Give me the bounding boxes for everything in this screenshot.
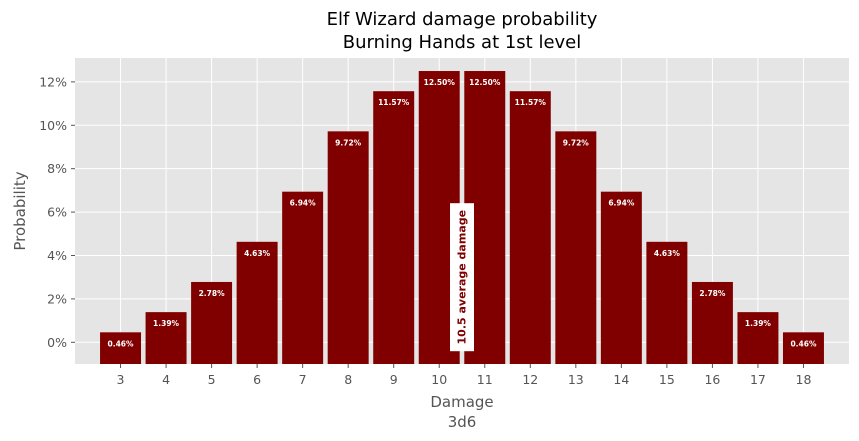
y-axis-ticks: 0% 2% 4% 6% 8% 10% 12% (39, 74, 75, 350)
bar (646, 241, 688, 364)
bar-value-label: 9.72% (563, 138, 590, 147)
bar-value-label: 12.50% (424, 78, 456, 87)
x-axis-label: Damage (430, 393, 493, 411)
x-tick-label: 4 (162, 372, 170, 387)
bar (509, 91, 551, 364)
bar-value-label: 4.63% (244, 249, 271, 258)
bar-value-label: 11.57% (515, 98, 547, 107)
mean-label: 10.5 average damage (456, 210, 469, 345)
mean-annotation: 10.5 average damage (450, 203, 474, 352)
bar (327, 131, 369, 364)
y-axis-label: Probability (11, 171, 29, 250)
y-tick-label: 12% (39, 74, 67, 89)
bar-value-label: 12.50% (469, 78, 501, 87)
x-tick-label: 17 (750, 372, 766, 387)
x-tick-label: 13 (568, 372, 584, 387)
x-tick-label: 5 (208, 372, 216, 387)
y-tick-label: 6% (47, 205, 67, 220)
bar-value-label: 6.94% (290, 199, 317, 208)
y-tick-label: 4% (47, 248, 67, 263)
x-tick-label: 16 (704, 372, 720, 387)
bar (191, 281, 233, 364)
bar (145, 312, 187, 364)
x-axis-ticks: 3 4 5 6 7 8 9 10 11 12 13 14 15 16 17 18 (117, 364, 812, 387)
x-axis-sublabel: 3d6 (448, 413, 477, 431)
chart-title: Elf Wizard damage probability (327, 9, 598, 30)
x-tick-label: 14 (613, 372, 629, 387)
x-tick-label: 9 (390, 372, 398, 387)
bar (282, 191, 324, 364)
y-tick-label: 2% (47, 291, 67, 306)
bar-value-label: 2.78% (699, 289, 726, 298)
mean-label-box (450, 203, 474, 352)
x-tick-label: 18 (796, 372, 812, 387)
bar (100, 332, 142, 364)
bar-value-label: 4.63% (654, 249, 681, 258)
x-tick-label: 3 (117, 372, 125, 387)
bar-value-label: 0.46% (108, 339, 135, 348)
x-tick-label: 8 (344, 372, 352, 387)
bar-value-label: 9.72% (335, 138, 362, 147)
bar-value-label: 0.46% (790, 339, 817, 348)
chart-subtitle: Burning Hands at 1st level (343, 32, 582, 53)
bar-value-label: 11.57% (378, 98, 410, 107)
bar (691, 281, 733, 364)
bar-value-label: 1.39% (745, 319, 772, 328)
x-tick-label: 10 (431, 372, 447, 387)
bars: 0.46% 1.39% 2.78% 4.63% 6.94% 9.72% 11.57% 12.5… (100, 71, 824, 365)
bar (555, 131, 597, 364)
x-tick-label: 12 (522, 372, 538, 387)
x-tick-label: 15 (659, 372, 675, 387)
bar (782, 332, 824, 364)
bar (737, 312, 779, 364)
x-tick-label: 11 (477, 372, 493, 387)
bar-value-label: 6.94% (608, 199, 635, 208)
bar (236, 241, 278, 364)
bar (373, 91, 415, 364)
x-tick-label: 6 (253, 372, 261, 387)
y-tick-label: 0% (47, 335, 67, 350)
bar-value-label: 1.39% (153, 319, 180, 328)
y-tick-label: 10% (39, 118, 67, 133)
y-tick-label: 8% (47, 161, 67, 176)
bar (600, 191, 642, 364)
bar-value-label: 2.78% (199, 289, 226, 298)
x-tick-label: 7 (299, 372, 307, 387)
